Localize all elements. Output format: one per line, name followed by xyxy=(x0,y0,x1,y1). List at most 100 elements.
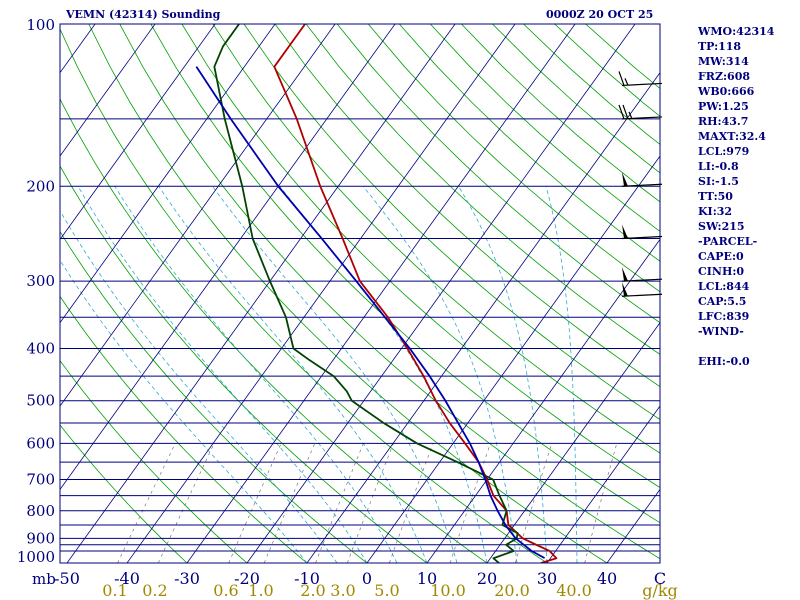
index-item: MW:314 xyxy=(698,55,749,68)
sounding-title: VEMN (42314) Sounding xyxy=(66,8,221,21)
index-item: PW:1.25 xyxy=(698,100,749,113)
dry-adiabat xyxy=(119,24,660,560)
dry-adiabat xyxy=(88,24,608,563)
wind-barb-half-flag xyxy=(628,111,633,120)
dewpoint-line xyxy=(213,24,519,563)
wind-barb-staff xyxy=(621,183,663,187)
mixing-ratio-label: 0.1 xyxy=(102,581,127,600)
index-item: EHI:-0.0 xyxy=(698,355,750,368)
wind-barb-staff xyxy=(621,293,663,297)
wind-barb xyxy=(621,282,663,297)
isotherm xyxy=(0,12,44,574)
isotherm xyxy=(186,24,576,563)
isotherm xyxy=(60,24,396,491)
index-item: RH:43.7 xyxy=(698,115,749,128)
index-item: CAPE:0 xyxy=(698,250,744,263)
index-item: SI:-1.5 xyxy=(698,175,739,188)
moist-adiabat xyxy=(545,186,578,563)
moist-adiabat xyxy=(362,186,518,563)
dry-adiabat xyxy=(60,230,368,563)
index-item: CAP:5.5 xyxy=(698,295,747,308)
pressure-tick-label: 100 xyxy=(26,16,55,34)
mixing-ratio-line xyxy=(514,443,553,563)
isotherm xyxy=(66,24,456,563)
index-item: WB0:666 xyxy=(698,85,755,98)
dry-adiabat xyxy=(60,97,488,563)
index-item: SW:215 xyxy=(698,220,745,233)
isotherm xyxy=(60,24,336,407)
isotherm xyxy=(60,24,276,324)
index-item: LCL:979 xyxy=(698,145,750,158)
wind-barb xyxy=(618,71,663,87)
wind-barb xyxy=(621,267,663,282)
mixing-ratio-line xyxy=(584,443,618,563)
temperature-tick-label: 10 xyxy=(417,569,437,588)
wind-barb xyxy=(621,172,663,187)
moist-adiabat xyxy=(212,186,458,563)
mixing-ratio-label: 3.0 xyxy=(330,581,355,600)
mixing-ratio-label: 20.0 xyxy=(494,581,530,600)
plot-frame xyxy=(59,23,661,564)
isotherm xyxy=(306,72,660,563)
index-item: -WIND- xyxy=(698,325,744,338)
pressure-tick-label: 200 xyxy=(26,177,55,195)
moist-adiabat xyxy=(60,259,308,563)
pressure-unit-label: mb xyxy=(32,570,56,588)
mixing-ratio-label: 0.2 xyxy=(142,581,167,600)
wind-barb-pennant xyxy=(622,172,628,187)
index-item: WMO:42314 xyxy=(698,25,775,38)
wind-barb-staff xyxy=(621,278,663,282)
index-item: -PARCEL- xyxy=(698,235,758,248)
isotherm xyxy=(366,155,660,563)
pressure-tick-label: 1000 xyxy=(17,548,55,566)
index-item: TP:118 xyxy=(698,40,742,53)
temperature-tick-label: -10 xyxy=(294,569,320,588)
isotherm xyxy=(486,322,660,563)
temperature-tick-label: -50 xyxy=(54,569,80,588)
index-item: MAXT:32.4 xyxy=(698,130,766,143)
wind-barb xyxy=(618,104,663,120)
wind-barb-flag xyxy=(622,104,629,120)
wind-barb-staff xyxy=(621,82,663,87)
isotherm xyxy=(126,24,516,563)
index-item: CINH:0 xyxy=(698,265,745,278)
pressure-tick-label: 500 xyxy=(26,392,55,410)
pressure-tick-label: 700 xyxy=(26,471,55,489)
mixing-ratio-label: 40.0 xyxy=(556,581,592,600)
temperature-tick-label: -40 xyxy=(114,569,140,588)
pressure-tick-label: 300 xyxy=(26,272,55,290)
wind-barb-staff xyxy=(621,116,663,120)
isotherm xyxy=(60,24,156,157)
wind-barb-pennant xyxy=(622,224,628,239)
dry-adiabat xyxy=(60,165,428,563)
wind-barb-staff xyxy=(621,235,663,240)
pressure-tick-label: 900 xyxy=(26,529,55,547)
wind-barb-pennant xyxy=(622,282,628,297)
index-item: KI:32 xyxy=(698,205,733,218)
temperature-tick-label: -20 xyxy=(234,569,260,588)
index-item: LFC:839 xyxy=(698,310,750,323)
mixing-ratio-label: g/kg xyxy=(642,581,678,600)
wind-barb-half-flag xyxy=(624,78,629,86)
pressure-tick-label: 800 xyxy=(26,502,55,520)
temperature-tick-label: 40 xyxy=(597,569,617,588)
temperature-tick-label: 0 xyxy=(362,569,372,588)
isotherm xyxy=(60,24,96,74)
mixing-ratio-label: 2.0 xyxy=(300,581,325,600)
parcel-line xyxy=(195,66,546,559)
index-item: FRZ:608 xyxy=(698,70,751,83)
mixing-ratio-label: 1.0 xyxy=(248,581,273,600)
moist-adiabat xyxy=(77,186,368,563)
stability-indices-panel: WMO:42314 TP:118 MW:314 FRZ:608 WB0:666 PW:1.… xyxy=(698,24,798,369)
pressure-tick-label: 600 xyxy=(26,434,55,452)
temperature-tick-label: -30 xyxy=(174,569,200,588)
isotherm xyxy=(546,405,660,563)
wind-barb xyxy=(621,224,663,240)
temperature-line xyxy=(273,24,558,563)
moist-adiabat xyxy=(60,209,338,563)
temperature-tick-label: C xyxy=(654,569,666,588)
dry-adiabat xyxy=(181,24,660,489)
wind-barb-flag xyxy=(618,71,625,86)
isotherm xyxy=(246,24,636,563)
